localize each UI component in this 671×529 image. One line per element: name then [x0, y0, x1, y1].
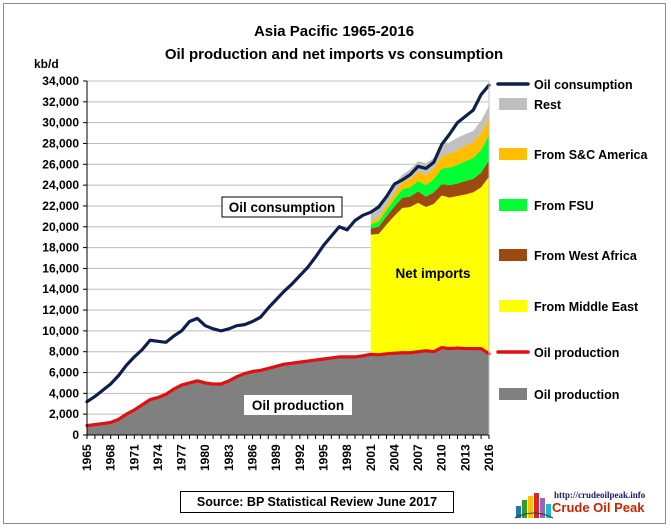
- x-tick-label: 1977: [175, 444, 189, 471]
- legend-item-from-fsu-swatch: [499, 199, 527, 211]
- import-area-from-middle-east: [370, 176, 489, 355]
- legend-item-oil-production-label: Oil production: [534, 346, 619, 360]
- legend-item-oil-production-label: Oil production: [534, 388, 619, 402]
- x-tick-label: 1971: [127, 444, 141, 471]
- y-tick-label: 28,000: [42, 136, 79, 150]
- y-tick-label: 4,000: [49, 386, 79, 400]
- y-tick-label: 20,000: [42, 220, 79, 234]
- oil-production-line: [85, 345, 491, 428]
- y-tick-label: 2,000: [49, 407, 79, 421]
- y-tick-label: 16,000: [42, 261, 79, 275]
- legend-item-from-s-c-america-swatch: [499, 148, 527, 160]
- y-tick-label: 22,000: [42, 199, 79, 213]
- crude-oil-peak-logo[interactable]: http://crudeoilpeak.info Crude Oil Peak: [514, 488, 664, 522]
- y-tick-label: 0: [72, 428, 79, 442]
- source-note: Source: BP Statistical Review June 2017: [180, 491, 454, 513]
- y-tick-label: 14,000: [42, 282, 79, 296]
- x-tick-label: 2001: [364, 444, 378, 471]
- y-tick-label: 26,000: [42, 157, 79, 171]
- legend-item-from-west-africa-label: From West Africa: [534, 249, 638, 263]
- x-tick-label: 2010: [435, 444, 449, 471]
- line-series: [85, 83, 491, 428]
- y-tick-label: 34,000: [42, 74, 79, 88]
- y-tick-labels: 0 2,000 4,000 6,000 8,000 10,000 12,000 14,000 1…: [42, 74, 79, 442]
- y-tick-label: 8,000: [49, 345, 79, 359]
- import-area-from-fsu: [370, 135, 489, 229]
- y-axis-label: kb/d: [34, 57, 59, 71]
- legend-item-rest-swatch: [499, 98, 527, 110]
- legend-item-oil-consumption-label: Oil consumption: [534, 78, 633, 92]
- annotation-imports-text: Net imports: [395, 266, 470, 281]
- x-tick-label: 1968: [104, 444, 118, 471]
- y-tick-label: 30,000: [42, 116, 79, 130]
- legend-item-from-s-c-america: From S&C America: [499, 148, 649, 162]
- y-tick-label: 10,000: [42, 324, 79, 338]
- legend-item-oil-consumption: Oil consumption: [496, 78, 633, 92]
- x-tick-label: 2007: [411, 444, 425, 471]
- oil-consumption-line: [85, 83, 491, 404]
- chart-frame: Asia Pacific 1965-2016 Oil production an…: [3, 3, 666, 524]
- logo-name: Crude Oil Peak: [552, 500, 645, 515]
- logo-bars-icon: [514, 493, 554, 519]
- y-tick-label: 18,000: [42, 241, 79, 255]
- legend-item-from-middle-east-label: From Middle East: [534, 300, 639, 314]
- y-tick-label: 12,000: [42, 303, 79, 317]
- x-tick-label: 1980: [198, 444, 212, 471]
- legend-item-from-middle-east-swatch: [499, 300, 527, 312]
- legend-item-from-s-c-america-label: From S&C America: [534, 148, 649, 162]
- x-tick-label: 1989: [269, 444, 283, 471]
- import-area-from-s-c-america: [370, 117, 489, 225]
- x-tick-label: 1986: [246, 444, 260, 471]
- legend-item-from-fsu: From FSU: [499, 199, 594, 213]
- x-tick-label: 2004: [387, 444, 401, 471]
- legend-item-from-west-africa: From West Africa: [499, 249, 638, 263]
- x-tick-label: 1992: [293, 444, 307, 471]
- legend-item-from-west-africa-swatch: [499, 249, 527, 261]
- chart-subtitle: Oil production and net imports vs consum…: [165, 46, 503, 63]
- axes: [86, 81, 490, 436]
- chart-title: Asia Pacific 1965-2016: [254, 23, 414, 40]
- x-tick-label: 1998: [340, 444, 354, 471]
- legend-item-oil-production: Oil production: [496, 346, 619, 360]
- legend-item-oil-production: Oil production: [499, 388, 619, 402]
- legend-item-from-middle-east: From Middle East: [499, 300, 639, 314]
- y-tick-label: 6,000: [49, 366, 79, 380]
- legend-item-rest: Rest: [499, 98, 562, 112]
- x-tick-label: 2013: [458, 444, 472, 471]
- x-tick-labels: 1965 1968 1971 1974 1977 1980 1983 1986 1989 1992…: [80, 444, 496, 471]
- annotation-production-text: Oil production: [252, 398, 344, 413]
- y-tick-label: 24,000: [42, 178, 79, 192]
- annotation-consumption-text: Oil consumption: [229, 200, 336, 215]
- annotation-consumption: Oil consumption: [221, 196, 343, 218]
- production-area: [87, 347, 489, 435]
- legend-item-oil-production-swatch: [499, 388, 527, 400]
- x-tick-label: 1995: [316, 444, 330, 471]
- x-tick-label: 1974: [151, 444, 165, 471]
- x-tick-label: 2016: [482, 444, 496, 471]
- import-area-from-west-africa: [370, 160, 489, 235]
- x-tick-label: 1965: [80, 444, 94, 471]
- legend-item-rest-label: Rest: [534, 98, 562, 112]
- annotation-production: Oil production: [244, 395, 352, 415]
- legend-item-from-fsu-label: From FSU: [534, 199, 594, 213]
- chart-svg: Asia Pacific 1965-2016 Oil production an…: [34, 23, 649, 471]
- y-tick-label: 32,000: [42, 95, 79, 109]
- x-tick-label: 1983: [222, 444, 236, 471]
- legend: Oil consumption Rest From S&C America From …: [496, 78, 649, 402]
- logo-url[interactable]: http://crudeoilpeak.info: [554, 490, 646, 500]
